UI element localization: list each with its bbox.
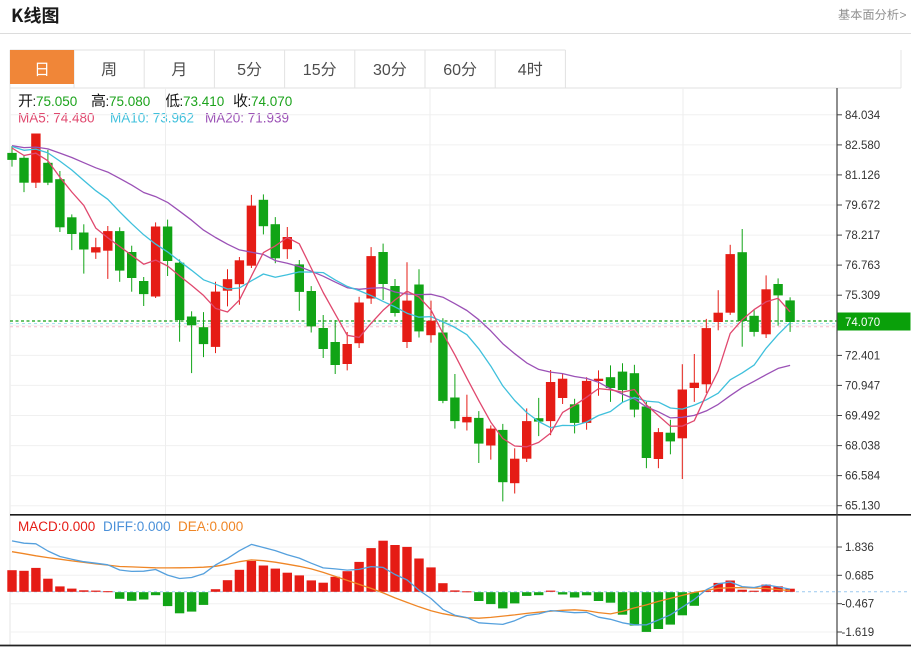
svg-text:82.580: 82.580 <box>845 140 880 152</box>
svg-text:75.050: 75.050 <box>36 94 77 109</box>
svg-text:75.309: 75.309 <box>845 290 880 302</box>
svg-text:74.070: 74.070 <box>251 94 292 109</box>
svg-text:0: 0 <box>452 62 461 79</box>
svg-text:81.126: 81.126 <box>845 170 880 182</box>
svg-text:MA10: 73.962: MA10: 73.962 <box>110 111 194 126</box>
svg-text:DIFF:0.000: DIFF:0.000 <box>103 519 171 534</box>
svg-text::: : <box>106 94 110 109</box>
svg-text::: : <box>248 94 252 109</box>
svg-text:5: 5 <box>237 62 246 79</box>
svg-text:70.947: 70.947 <box>845 380 880 392</box>
svg-text:69.492: 69.492 <box>845 411 880 423</box>
svg-text::: : <box>33 94 37 109</box>
svg-text:MA5: 74.480: MA5: 74.480 <box>18 111 95 126</box>
svg-text:0: 0 <box>382 62 391 79</box>
svg-text:3: 3 <box>373 62 382 79</box>
svg-text:6: 6 <box>443 62 452 79</box>
svg-text:MA20: 71.939: MA20: 71.939 <box>205 111 289 126</box>
svg-text:0.685: 0.685 <box>845 570 874 582</box>
svg-text:1: 1 <box>303 62 312 79</box>
svg-text:-1.619: -1.619 <box>842 627 875 639</box>
svg-text:68.038: 68.038 <box>845 441 880 453</box>
svg-text:66.584: 66.584 <box>845 471 881 483</box>
svg-text:>: > <box>900 8 907 22</box>
svg-text:DEA:0.000: DEA:0.000 <box>178 519 243 534</box>
svg-text:76.763: 76.763 <box>845 260 880 272</box>
svg-text:74.070: 74.070 <box>845 317 880 329</box>
svg-text:73.410: 73.410 <box>183 94 224 109</box>
svg-text:4: 4 <box>518 62 527 79</box>
svg-text:75.080: 75.080 <box>109 94 150 109</box>
svg-text:1.836: 1.836 <box>845 542 874 554</box>
svg-text:MACD:0.000: MACD:0.000 <box>18 519 95 534</box>
svg-text::: : <box>180 94 184 109</box>
svg-text:84.034: 84.034 <box>845 110 881 122</box>
svg-text:5: 5 <box>312 62 321 79</box>
svg-text:78.217: 78.217 <box>845 230 880 242</box>
svg-text:72.401: 72.401 <box>845 350 880 362</box>
svg-text:-0.467: -0.467 <box>842 599 875 611</box>
svg-text:79.672: 79.672 <box>845 200 880 212</box>
svg-text:65.130: 65.130 <box>845 501 880 513</box>
